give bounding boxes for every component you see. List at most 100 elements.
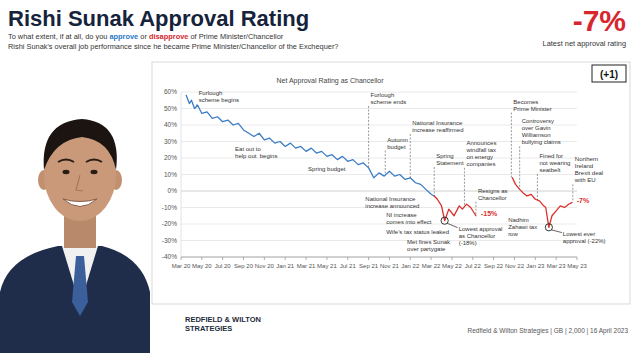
annotation: BecomesPrime Minister — [513, 99, 551, 112]
y-tick-label: 60% — [164, 88, 177, 95]
x-tick-label: May 20 — [192, 263, 212, 269]
x-tick — [493, 257, 494, 260]
annotation: NI increasecomes into effect — [386, 212, 432, 225]
x-tick-label: Jul 22 — [465, 263, 482, 269]
y-tick-label: 20% — [164, 154, 177, 161]
x-tick-label: May 23 — [567, 263, 587, 269]
subtitle-part: disapprove — [149, 32, 188, 41]
x-tick — [556, 257, 557, 260]
subtitle-part: or — [138, 32, 149, 41]
annotation-line: Furlough — [199, 90, 223, 96]
annotation-line: Wife's tax status leaked — [386, 229, 449, 235]
subtitle-part: Rishi Sunak's overall job performance si… — [8, 42, 338, 51]
photo-eye — [91, 170, 98, 174]
y-tick-label: 40% — [164, 121, 177, 128]
annotation-line: Statement — [436, 160, 464, 166]
annotation-line: Lowest approval — [459, 226, 503, 232]
x-tick — [431, 257, 432, 260]
photo-suit — [0, 246, 150, 353]
annotation: Controversyover GavinWilliamsonbullying … — [522, 118, 561, 145]
annotation-line: increase announced — [365, 203, 419, 209]
annotation: Met fines Sunakover partygate — [407, 239, 451, 252]
annotation-line: companies — [466, 161, 495, 167]
y-tick-label: -40% — [162, 253, 177, 260]
photo-brow — [86, 160, 102, 163]
annotation-line: -7% — [577, 197, 590, 204]
annotation-line: comes into effect — [386, 219, 432, 225]
x-tick — [577, 257, 578, 260]
x-tick-label: Mar 20 — [172, 263, 191, 269]
x-tick-label: Sep 20 — [234, 263, 254, 269]
annotation-line: over Gavin — [522, 125, 551, 131]
x-tick — [410, 257, 411, 260]
x-tick — [264, 257, 265, 260]
change-box — [592, 65, 626, 82]
x-tick — [181, 257, 182, 260]
grid-line — [181, 240, 577, 241]
series-line — [186, 95, 434, 196]
annotation-line: Ireland — [575, 163, 593, 169]
headline-caption: Latest net approval rating — [543, 39, 626, 48]
annotation-line: Furlough — [371, 92, 395, 98]
title: Rishi Sunak Approval Rating — [8, 6, 309, 31]
annotation-line: with EU — [574, 177, 596, 183]
annotation: Fined fornot wearingseatbelt — [539, 153, 570, 173]
x-tick — [514, 257, 515, 260]
annotation-line: budget — [387, 144, 406, 150]
annotation-line: not wearing — [539, 160, 570, 166]
chart: Rishi Sunak Approval RatingTo what exten… — [0, 0, 634, 353]
annotation-line: Announces — [466, 140, 496, 146]
annotation-connector — [537, 174, 538, 200]
x-tick-label: Jan 21 — [276, 263, 295, 269]
annotation-marker — [441, 217, 448, 224]
annotation-line: approval (-22%) — [563, 238, 606, 244]
x-tick — [326, 257, 327, 260]
source: Redfield & Wilton Strategies | GB | 2,00… — [468, 327, 629, 335]
annotation: Lowest everapproval (-22%) — [563, 231, 606, 244]
annotations: Furloughscheme beginsEat out tohelp out … — [197, 90, 606, 252]
annotation-line: on energy — [466, 154, 493, 160]
annotation-connector — [551, 230, 561, 233]
x-axis — [181, 257, 577, 258]
annotation: NadhimZahawi taxrow — [508, 217, 537, 237]
subtitle-part: To what extent, if at all, do you — [8, 32, 109, 41]
headline: -7% — [573, 4, 626, 37]
annotation-line: Spring budget — [308, 166, 346, 172]
chart-frame — [152, 62, 630, 304]
annotation-connector — [196, 104, 197, 106]
x-tick-label: May 21 — [317, 263, 337, 269]
annotation-connector — [410, 134, 411, 178]
x-tick — [535, 257, 536, 260]
annotation-line: Spring — [436, 153, 453, 159]
photo-eye — [63, 170, 70, 174]
x-tick-label: Jul 20 — [215, 263, 232, 269]
x-tick-label: Nov 20 — [255, 263, 275, 269]
annotation-connector — [464, 168, 465, 207]
annotation-line: Eat out to — [235, 146, 261, 152]
y-tick-label: 0% — [168, 187, 178, 194]
x-tick — [347, 257, 348, 260]
annotation-line: National Insurance — [365, 196, 416, 202]
x-tick — [472, 257, 473, 260]
x-tick-label: Sep 21 — [359, 263, 379, 269]
annotation-line: Nadhim — [508, 217, 529, 223]
axes: 60%50%40%30%20%10%0%-10%-20%-30%-40%Mar … — [162, 88, 588, 269]
annotation-line: -15% — [481, 210, 498, 217]
annotation: -7% — [577, 197, 590, 204]
x-tick — [451, 257, 452, 260]
annotation-line: Chancellor — [478, 195, 507, 201]
subtitle: Rishi Sunak's overall job performance si… — [8, 42, 338, 51]
photo — [0, 119, 150, 353]
annotation-line: increase reaffirmed — [412, 127, 463, 133]
x-tick — [285, 257, 286, 260]
y-tick-label: 30% — [164, 138, 177, 145]
x-tick — [306, 257, 307, 260]
annotation-line: seatbelt — [539, 167, 560, 173]
photo-tie — [72, 256, 88, 316]
series-line — [434, 178, 572, 228]
annotation: Furloughscheme begins — [199, 90, 239, 103]
annotation-line: NI increase — [386, 212, 417, 218]
annotation: Resigns asChancellor — [478, 188, 508, 201]
annotation-connector — [385, 151, 386, 176]
annotation-line: over partygate — [407, 246, 446, 252]
